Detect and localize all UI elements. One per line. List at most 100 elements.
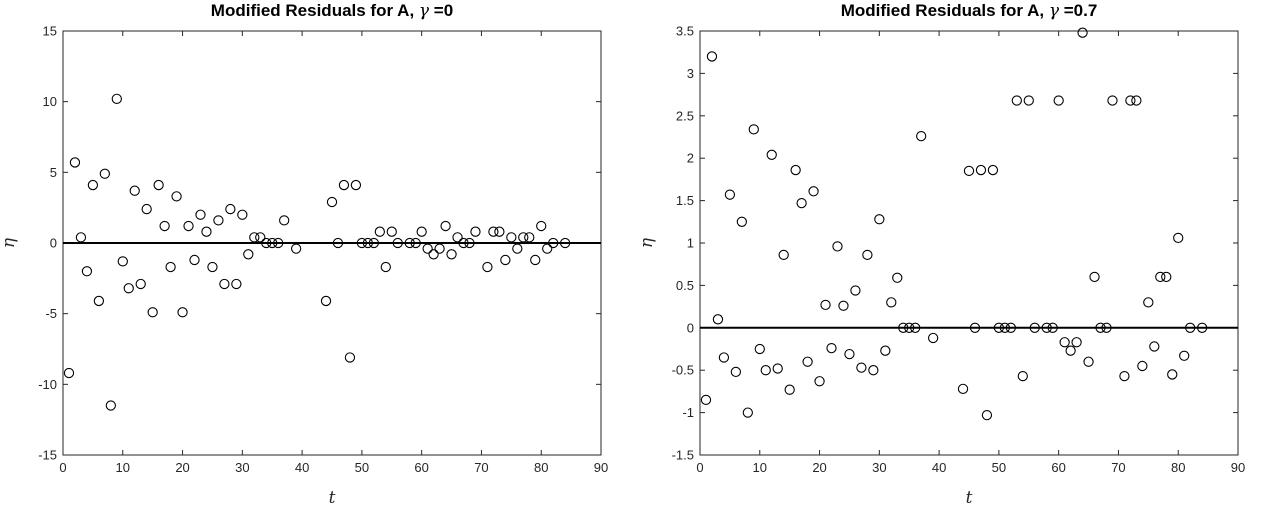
x-tick-label: 90: [594, 460, 608, 475]
data-point: [1196, 322, 1208, 333]
data-point: [380, 261, 391, 273]
data-point: [838, 300, 849, 311]
data-point: [880, 345, 891, 356]
data-point: [428, 249, 439, 260]
data-point: [1155, 271, 1166, 283]
y-tick-label: 3: [687, 66, 694, 81]
chart-title-right: Modified Residuals for A, γ =0.7: [841, 1, 1098, 21]
data-point: [993, 322, 1005, 333]
data-point: [356, 237, 368, 249]
x-tick-label: 10: [753, 460, 767, 475]
data-point: [165, 261, 176, 273]
data-point: [548, 237, 559, 249]
data-point: [171, 191, 182, 202]
data-point: [1149, 341, 1160, 352]
data-point: [129, 185, 140, 196]
data-point: [141, 203, 152, 215]
data-point: [963, 165, 975, 177]
data-point: [1089, 271, 1100, 283]
data-point: [374, 226, 385, 237]
x-tick-label: 30: [235, 460, 249, 475]
data-point: [1119, 370, 1130, 382]
data-point: [177, 307, 188, 318]
data-point: [1083, 356, 1094, 367]
data-point: [904, 322, 915, 333]
data-point: [700, 394, 712, 406]
data-point: [249, 232, 260, 243]
data-point: [195, 209, 206, 220]
data-point: [1053, 95, 1064, 106]
chart-title-left: Modified Residuals for A, γ =0: [211, 1, 453, 21]
data-point: [826, 343, 837, 354]
y-tick-label: 10: [43, 94, 57, 109]
x-tick-label: 40: [295, 460, 309, 475]
y-tick-label: 1: [687, 236, 694, 251]
data-point: [820, 299, 831, 311]
y-tick-label: 0.5: [676, 278, 694, 293]
data-point: [494, 226, 505, 237]
data-point: [482, 261, 493, 273]
data-point: [488, 226, 499, 237]
data-point: [802, 356, 813, 367]
data-point: [440, 220, 451, 232]
data-point: [559, 237, 571, 249]
data-point: [117, 256, 128, 267]
data-point: [416, 226, 427, 237]
x-tick-label: 80: [534, 460, 548, 475]
plot-frame-right: [699, 30, 1239, 456]
data-point: [999, 322, 1011, 333]
data-point: [784, 384, 795, 395]
data-point: [712, 314, 724, 325]
data-point: [754, 343, 765, 355]
data-point: [536, 220, 547, 232]
x-tick-label: 0: [59, 460, 66, 475]
data-point: [874, 214, 885, 225]
data-point: [464, 237, 475, 249]
y-tick-label: -10: [38, 377, 57, 392]
data-point: [862, 249, 873, 261]
data-point: [135, 278, 146, 290]
y-tick-label: -15: [38, 448, 57, 463]
data-point: [1077, 27, 1088, 38]
x-tick-label: 20: [175, 460, 189, 475]
x-tick-label: 70: [474, 460, 488, 475]
data-point: [1179, 350, 1190, 361]
x-tick-label: 40: [932, 460, 946, 475]
data-point: [772, 363, 783, 374]
data-point: [718, 352, 730, 363]
data-point: [434, 243, 445, 254]
y-tick-label: 5: [50, 165, 57, 180]
data-point: [1029, 322, 1040, 333]
data-point: [1005, 322, 1016, 333]
y-axis-label-right: η: [637, 237, 657, 248]
y-tick-label: -1: [682, 405, 694, 420]
data-point: [1059, 337, 1070, 348]
left-residuals-panel: Modified Residuals for A, γ =0 t η 0 10 20…: [0, 1, 608, 508]
y-axis-label-left: η: [0, 237, 19, 248]
data-point: [987, 164, 999, 176]
data-point: [850, 285, 861, 296]
data-point: [207, 261, 218, 273]
data-point: [1131, 95, 1142, 106]
data-point: [63, 367, 75, 379]
data-point: [832, 241, 843, 252]
x-tick-label: 30: [872, 460, 886, 475]
x-tick-label: 50: [355, 460, 369, 475]
data-point: [201, 226, 212, 237]
data-point: [290, 243, 302, 254]
data-point: [790, 164, 801, 176]
data-point: [1173, 232, 1184, 244]
data-point: [189, 254, 200, 266]
data-point: [404, 237, 415, 249]
x-tick-label: 50: [992, 460, 1006, 475]
data-point: [766, 149, 777, 160]
x-tick-label: 0: [696, 460, 703, 475]
data-point: [81, 266, 93, 277]
data-point: [261, 237, 272, 249]
data-point: [730, 366, 742, 378]
data-point: [470, 226, 481, 237]
data-point: [231, 278, 242, 290]
data-point: [237, 209, 248, 220]
data-point: [446, 249, 457, 260]
